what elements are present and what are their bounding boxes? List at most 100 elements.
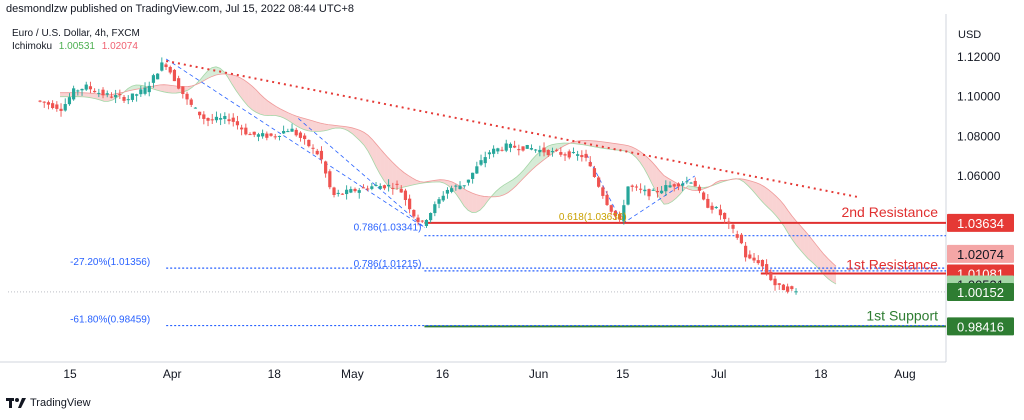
cloud-segment	[604, 142, 609, 150]
cloud-segment	[216, 66, 221, 76]
candle	[219, 113, 223, 126]
candle	[412, 209, 416, 219]
cloud-segment	[464, 188, 469, 211]
candle	[206, 117, 210, 127]
cloud-segment	[748, 180, 753, 190]
price-tag[interactable]: 0.98416	[947, 317, 1014, 336]
cloud-segment	[244, 79, 249, 107]
candle	[261, 129, 265, 139]
candle	[664, 180, 668, 197]
cloud-segment	[652, 161, 657, 192]
candle	[349, 186, 353, 194]
price-tag[interactable]: 1.02074	[947, 244, 1014, 263]
tradingview-logo-icon	[6, 398, 26, 408]
fib-annotation: -27.20%(1.01356)	[70, 257, 150, 268]
cloud-segment	[288, 112, 293, 123]
candle	[454, 184, 458, 191]
candle	[580, 150, 584, 162]
candle	[735, 230, 739, 240]
candle	[214, 111, 219, 123]
candle	[101, 87, 105, 99]
candle	[504, 139, 508, 153]
candle	[84, 81, 88, 92]
trend-lines	[165, 58, 858, 228]
fib-annotation: 0.618(1.03636)	[559, 212, 627, 223]
cloud-segment	[668, 178, 673, 204]
cloud-segment	[384, 153, 389, 186]
candle	[210, 113, 214, 125]
candle	[643, 185, 647, 196]
indicator-legend[interactable]: Ichimoku 1.00531 1.02074	[12, 41, 138, 52]
candle	[450, 185, 454, 194]
candle	[517, 144, 521, 156]
candle	[290, 123, 294, 132]
price-axis-tags: 1.036341.020741.010811.005311.001520.984…	[947, 213, 1014, 336]
symbol-legend[interactable]: Euro / U.S. Dollar, 4h, FXCM	[12, 28, 140, 39]
price-tag[interactable]: 1.03634	[947, 213, 1014, 232]
y-tick-label: 1.12000	[957, 50, 1001, 64]
candle	[269, 133, 273, 137]
candle	[605, 190, 609, 207]
candle	[382, 184, 387, 191]
candle	[756, 255, 760, 265]
candle	[445, 187, 450, 199]
cloud-segment	[804, 229, 809, 259]
candle	[681, 181, 685, 192]
x-tick-label: 18	[814, 367, 828, 381]
candle	[395, 180, 399, 190]
cloud-segment	[536, 151, 541, 167]
candle	[311, 144, 315, 154]
indicator-value-2: 1.02074	[101, 41, 138, 52]
candle	[366, 185, 370, 192]
candle	[626, 186, 630, 206]
tradingview-logo[interactable]: TradingView	[6, 396, 91, 410]
cloud-segment	[172, 85, 177, 94]
candle	[689, 181, 693, 184]
descending-trendline[interactable]	[165, 59, 858, 198]
cloud-segment	[280, 108, 285, 119]
candle	[555, 148, 559, 152]
candle	[567, 149, 571, 160]
candle	[748, 250, 752, 260]
brand-name: TradingView	[30, 397, 91, 409]
candle	[655, 187, 660, 198]
candle	[118, 89, 122, 99]
cloud-segment	[444, 179, 449, 186]
candle	[164, 62, 168, 70]
candle	[328, 169, 332, 190]
cloud-segment	[92, 93, 97, 99]
cloud-segment	[636, 148, 641, 163]
candle	[630, 184, 634, 192]
level-label: 1st Support	[866, 307, 938, 323]
candle	[160, 57, 164, 72]
candle	[513, 140, 517, 149]
cloud-segment	[260, 94, 265, 116]
candle	[487, 150, 492, 159]
cloud-segment	[212, 66, 217, 77]
cloud-segment	[800, 225, 805, 255]
candle	[387, 179, 391, 192]
candle	[244, 123, 248, 136]
candle	[38, 100, 42, 103]
candle	[151, 73, 156, 88]
cloud-segment	[84, 92, 89, 98]
candle	[109, 92, 114, 99]
cloud-segment	[404, 172, 409, 188]
cloud-segment	[496, 187, 501, 197]
candle	[340, 193, 345, 195]
fib-trend-line[interactable]	[165, 58, 425, 228]
candle	[609, 204, 613, 216]
candle	[185, 91, 189, 105]
candle	[256, 132, 261, 142]
cloud-segment	[88, 93, 93, 98]
price-tag[interactable]: 1.00152	[947, 282, 1014, 301]
cloud-segment	[392, 161, 397, 189]
candle	[42, 101, 46, 108]
cloud-segment	[160, 84, 165, 92]
cloud-segment	[284, 110, 289, 121]
candle	[571, 147, 576, 154]
cloud-segment	[808, 234, 813, 263]
ichimoku-cloud	[60, 66, 837, 285]
candle	[324, 160, 328, 178]
